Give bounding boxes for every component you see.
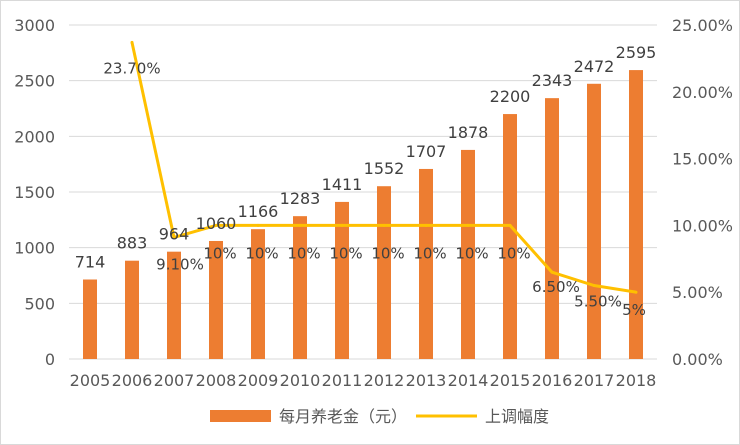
line-data-label: 6.50% bbox=[532, 278, 580, 296]
bar-2011 bbox=[335, 201, 349, 359]
x-axis-ticks: 2005 2006 2007 2008 2009 2010 2011 2012 2013 2014… bbox=[70, 371, 657, 390]
bar-2013 bbox=[419, 168, 433, 359]
bar-data-label: 1878 bbox=[448, 123, 489, 142]
line-data-label: 10% bbox=[287, 244, 320, 262]
left-tick-label: 1500 bbox=[14, 183, 55, 202]
left-tick-label: 500 bbox=[24, 294, 55, 313]
bar-2016 bbox=[545, 98, 559, 360]
x-tick-label: 2006 bbox=[112, 371, 153, 390]
line-series bbox=[130, 40, 638, 294]
bar-data-label: 1552 bbox=[364, 159, 405, 178]
x-tick-label: 2018 bbox=[616, 371, 657, 390]
right-tick-label: 15.00% bbox=[672, 150, 733, 169]
x-tick-label: 2005 bbox=[70, 371, 111, 390]
line-point-2008 bbox=[214, 223, 218, 227]
right-tick-label: 10.00% bbox=[672, 216, 733, 235]
right-tick-label: 25.00% bbox=[672, 16, 733, 35]
x-tick-label: 2017 bbox=[574, 371, 615, 390]
bar-data-label: 1060 bbox=[196, 214, 237, 233]
bar-data-label: 2472 bbox=[574, 57, 615, 76]
line-point-2013 bbox=[424, 223, 428, 227]
line-point-2010 bbox=[298, 223, 302, 227]
left-tick-label: 2000 bbox=[14, 127, 55, 146]
x-tick-label: 2015 bbox=[490, 371, 531, 390]
line-point-2016 bbox=[550, 270, 554, 274]
x-tick-label: 2016 bbox=[532, 371, 573, 390]
right-tick-label: 5.00% bbox=[672, 283, 723, 302]
bar-data-label: 1411 bbox=[322, 175, 363, 194]
bar-data-labels: 714 883 964 1060116612831411155217071878220… bbox=[75, 43, 657, 271]
right-axis-ticks: 0.00% 5.00% 10.00% 15.00% 20.00% 25.00% bbox=[672, 16, 733, 369]
line-data-label: 10% bbox=[245, 244, 278, 262]
x-tick-label: 2008 bbox=[196, 371, 237, 390]
left-axis-ticks: 0 500 1000 1500 2000 2500 3000 bbox=[14, 16, 55, 369]
bar-2017 bbox=[587, 83, 601, 359]
legend: 每月养老金（元） 上调幅度 bbox=[210, 407, 549, 426]
line-data-label: 5.50% bbox=[574, 293, 622, 311]
line-data-label: 10% bbox=[329, 244, 362, 262]
bar-data-label: 2343 bbox=[532, 71, 573, 90]
line-data-label: 5% bbox=[622, 301, 646, 319]
line-point-2015 bbox=[508, 223, 512, 227]
bar-2008 bbox=[209, 240, 223, 359]
bar-2007 bbox=[167, 251, 181, 359]
legend-line-label: 上调幅度 bbox=[485, 407, 549, 426]
legend-bar-swatch bbox=[210, 410, 271, 422]
line-data-label: 10% bbox=[371, 244, 404, 262]
line-data-label: 9.10% bbox=[156, 255, 204, 273]
line-data-label: 23.70% bbox=[103, 59, 160, 77]
bar-data-label: 1707 bbox=[406, 142, 447, 161]
line-data-label: 10% bbox=[497, 244, 530, 262]
line-point-2012 bbox=[382, 223, 386, 227]
bar-data-label: 2200 bbox=[490, 87, 531, 106]
left-tick-label: 1000 bbox=[14, 239, 55, 258]
x-tick-label: 2011 bbox=[322, 371, 363, 390]
bar-data-label: 714 bbox=[75, 253, 106, 272]
line-point-2009 bbox=[256, 223, 260, 227]
bar-data-label: 1166 bbox=[238, 202, 279, 221]
bar-2015 bbox=[503, 114, 517, 359]
x-tick-label: 2012 bbox=[364, 371, 405, 390]
legend-bar-label: 每月养老金（元） bbox=[279, 407, 407, 426]
bar-2006 bbox=[125, 260, 139, 359]
bar-2005 bbox=[83, 279, 97, 359]
x-tick-label: 2009 bbox=[238, 371, 279, 390]
right-tick-label: 0.00% bbox=[672, 350, 723, 369]
line-point-2006 bbox=[130, 40, 134, 44]
line-point-2014 bbox=[466, 223, 470, 227]
line-data-labels: 23.70%9.10%10% 10% 10% 10% 10% 10% 10% 10%6.50%… bbox=[103, 59, 646, 319]
right-tick-label: 20.00% bbox=[672, 83, 733, 102]
x-tick-label: 2010 bbox=[280, 371, 321, 390]
left-tick-label: 3000 bbox=[14, 16, 55, 35]
line-point-2011 bbox=[340, 223, 344, 227]
bar-series bbox=[83, 70, 643, 360]
bar-data-label: 964 bbox=[159, 225, 190, 244]
left-tick-label: 0 bbox=[45, 350, 55, 369]
left-tick-label: 2500 bbox=[14, 72, 55, 91]
bar-data-label: 1283 bbox=[280, 189, 321, 208]
x-tick-label: 2014 bbox=[448, 371, 489, 390]
bar-data-label: 2595 bbox=[616, 43, 657, 62]
line-point-2018 bbox=[634, 290, 638, 294]
bar-2010 bbox=[293, 216, 307, 359]
bar-2018 bbox=[629, 70, 643, 359]
bar-data-label: 883 bbox=[117, 234, 148, 253]
x-tick-label: 2007 bbox=[154, 371, 195, 390]
line-data-label: 10% bbox=[203, 244, 236, 262]
line-data-label: 10% bbox=[413, 244, 446, 262]
bar-2014 bbox=[461, 149, 475, 359]
bar-2012 bbox=[377, 186, 391, 359]
line-point-2017 bbox=[592, 284, 596, 288]
line-data-label: 10% bbox=[455, 244, 488, 262]
line-point-2007 bbox=[172, 235, 176, 239]
x-tick-label: 2013 bbox=[406, 371, 447, 390]
bar-2009 bbox=[251, 229, 265, 359]
